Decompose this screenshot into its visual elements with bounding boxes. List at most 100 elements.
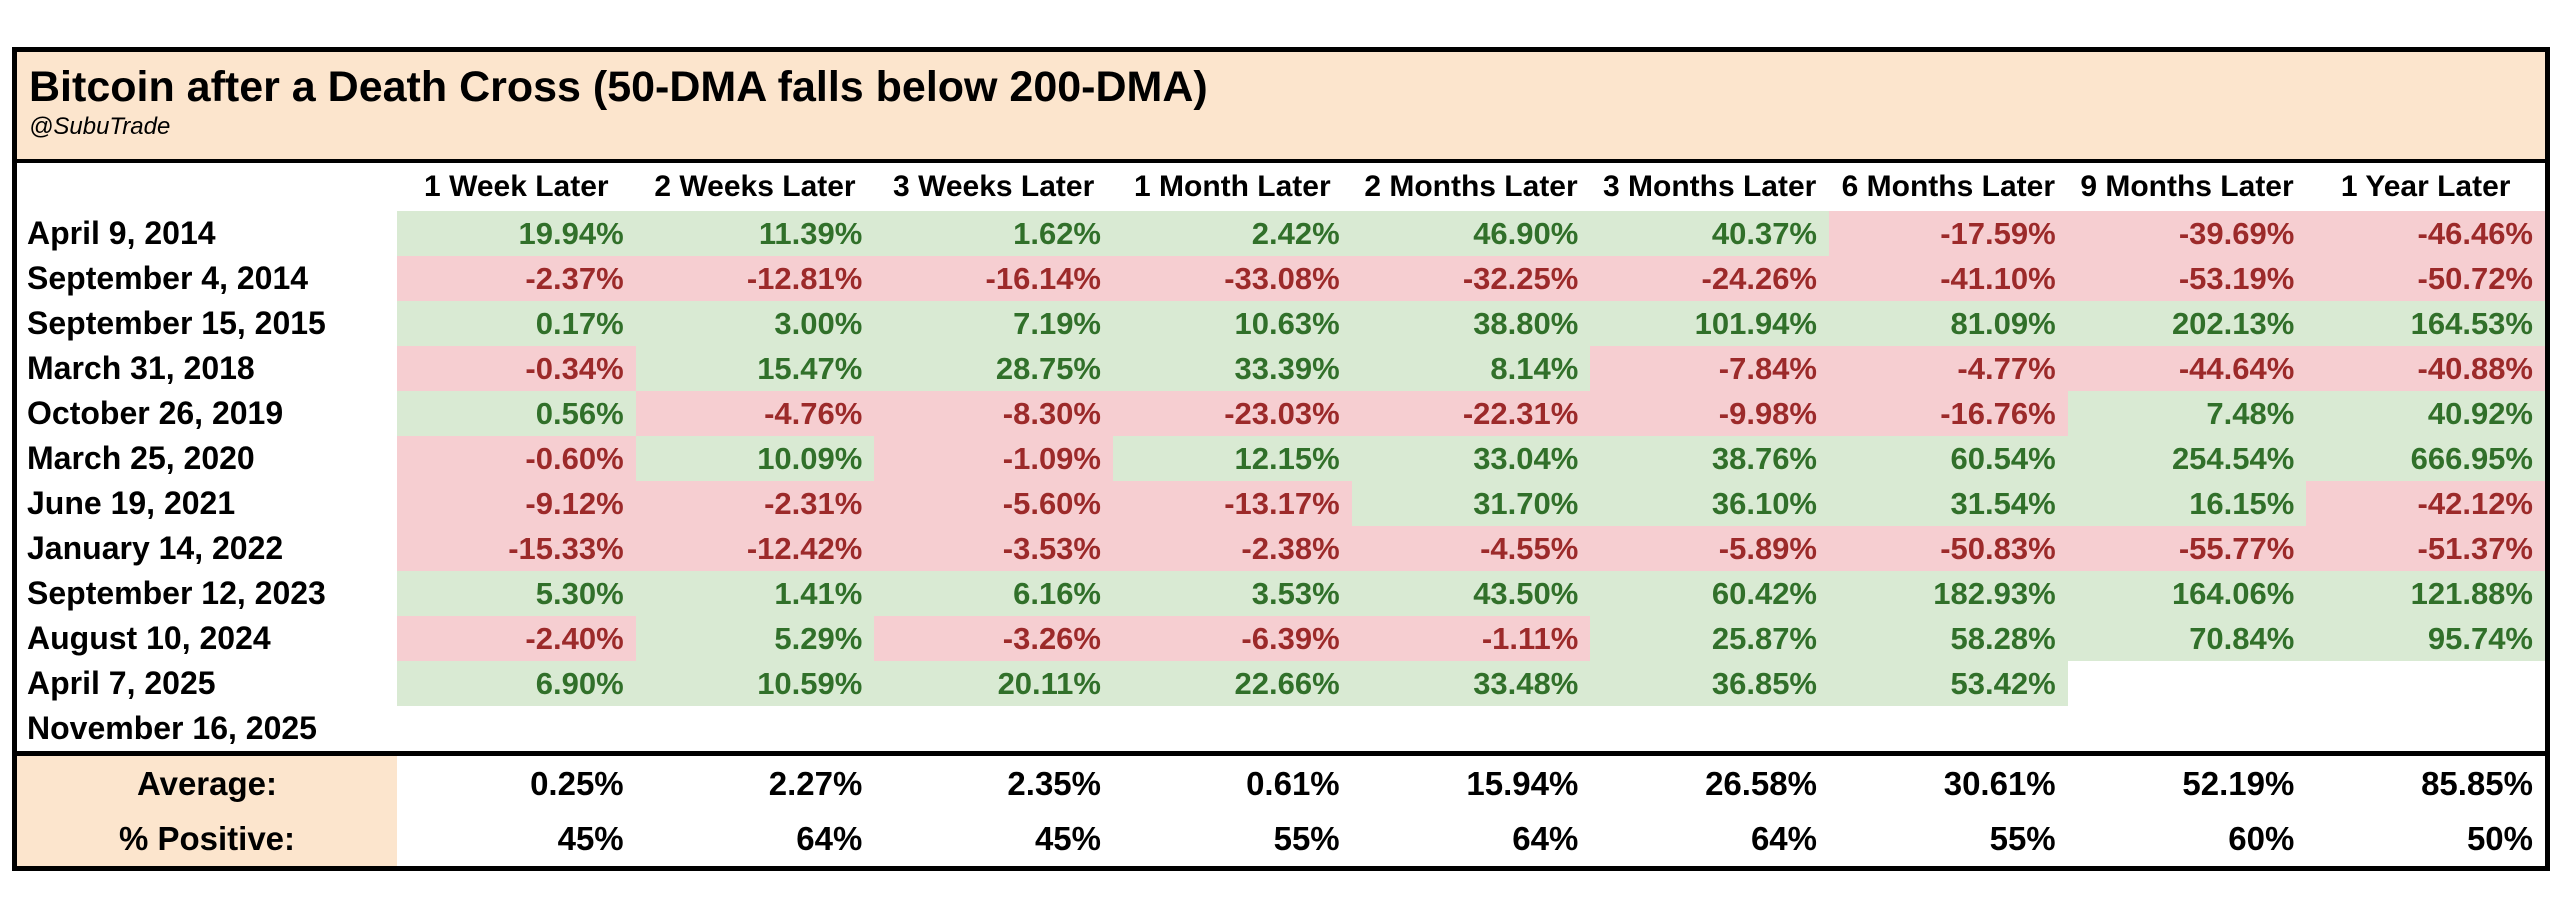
value-cell xyxy=(1829,706,2068,751)
value-cell: 2.42% xyxy=(1113,211,1352,256)
table-row: November 16, 2025 xyxy=(17,706,2545,751)
value-cell: 254.54% xyxy=(2067,436,2307,481)
table-row: March 31, 2018 -0.34% 15.47% 28.75% 33.39% 8.… xyxy=(17,346,2545,391)
value-cell: 12.15% xyxy=(1113,436,1352,481)
value-cell: -4.55% xyxy=(1351,526,1591,571)
value-cell: 202.13% xyxy=(2067,301,2307,346)
table-row: March 25, 2020 -0.60% 10.09% -1.09% 12.15% 33… xyxy=(17,436,2545,481)
average-label: Average: xyxy=(17,756,397,811)
value-cell: 31.54% xyxy=(1829,481,2068,526)
percent-positive-value: 64% xyxy=(1590,811,1829,866)
row-date: January 14, 2022 xyxy=(17,526,397,571)
percent-positive-value: 45% xyxy=(874,811,1113,866)
value-cell: -50.83% xyxy=(1829,526,2068,571)
row-date: April 7, 2025 xyxy=(17,661,397,706)
value-cell: -0.60% xyxy=(397,436,636,481)
row-date: August 10, 2024 xyxy=(17,616,397,661)
value-cell: 182.93% xyxy=(1829,571,2068,616)
value-cell: 10.59% xyxy=(635,661,875,706)
value-cell: -24.26% xyxy=(1590,256,1829,301)
table-title: Bitcoin after a Death Cross (50-DMA fall… xyxy=(29,63,1208,111)
percent-positive-value: 50% xyxy=(2306,811,2545,866)
value-cell xyxy=(1351,706,1591,751)
summary-section: Average: 0.25% 2.27% 2.35% 0.61% 15.94% 26.58… xyxy=(17,751,2545,866)
value-cell: 58.28% xyxy=(1829,616,2068,661)
value-cell: -1.11% xyxy=(1351,616,1591,661)
value-cell: -41.10% xyxy=(1829,256,2068,301)
value-cell: -0.34% xyxy=(397,346,636,391)
value-cell: 7.19% xyxy=(874,301,1113,346)
value-cell: -12.42% xyxy=(635,526,875,571)
value-cell: 40.92% xyxy=(2306,391,2545,436)
percent-positive-label: % Positive: xyxy=(17,811,397,866)
corner-cell xyxy=(17,163,397,211)
row-date: November 16, 2025 xyxy=(17,706,397,751)
title-bar: Bitcoin after a Death Cross (50-DMA fall… xyxy=(17,52,2545,163)
value-cell: -9.12% xyxy=(397,481,636,526)
table-row: September 15, 2015 0.17% 3.00% 7.19% 10.63% 3… xyxy=(17,301,2545,346)
value-cell xyxy=(1113,706,1352,751)
value-cell: -16.76% xyxy=(1829,391,2068,436)
value-cell: -2.37% xyxy=(397,256,636,301)
value-cell: -33.08% xyxy=(1113,256,1352,301)
column-header: 1 Month Later xyxy=(1133,170,1331,203)
value-cell: 22.66% xyxy=(1113,661,1352,706)
row-date: September 15, 2015 xyxy=(17,301,397,346)
average-value: 2.27% xyxy=(635,756,875,811)
value-cell: 3.00% xyxy=(635,301,875,346)
value-cell: -7.84% xyxy=(1590,346,1829,391)
average-row: Average: 0.25% 2.27% 2.35% 0.61% 15.94% 26.58… xyxy=(17,756,2545,811)
value-cell xyxy=(2067,706,2307,751)
column-header: 1 Week Later xyxy=(424,170,609,203)
value-cell: 164.06% xyxy=(2067,571,2307,616)
value-cell: 3.53% xyxy=(1113,571,1352,616)
value-cell xyxy=(397,706,636,751)
value-cell xyxy=(2067,661,2307,706)
value-cell: 5.29% xyxy=(635,616,875,661)
average-value: 15.94% xyxy=(1351,756,1591,811)
value-cell xyxy=(1590,706,1829,751)
value-cell: 60.54% xyxy=(1829,436,2068,481)
value-cell: 95.74% xyxy=(2306,616,2545,661)
table-row: August 10, 2024 -2.40% 5.29% -3.26% -6.39% -1… xyxy=(17,616,2545,661)
value-cell: -44.64% xyxy=(2067,346,2307,391)
value-cell: 121.88% xyxy=(2306,571,2545,616)
value-cell: -9.98% xyxy=(1590,391,1829,436)
value-cell: 28.75% xyxy=(874,346,1113,391)
value-cell: 1.62% xyxy=(874,211,1113,256)
value-cell: 6.90% xyxy=(397,661,636,706)
value-cell: -46.46% xyxy=(2306,211,2545,256)
value-cell: 0.56% xyxy=(397,391,636,436)
value-cell: -53.19% xyxy=(2067,256,2307,301)
value-cell: -1.09% xyxy=(874,436,1113,481)
table-row: January 14, 2022 -15.33% -12.42% -3.53% -2.3… xyxy=(17,526,2545,571)
value-cell: -22.31% xyxy=(1351,391,1591,436)
value-cell: -2.38% xyxy=(1113,526,1352,571)
value-cell xyxy=(874,706,1113,751)
value-cell: 8.14% xyxy=(1351,346,1591,391)
value-cell: -23.03% xyxy=(1113,391,1352,436)
value-cell: 31.70% xyxy=(1351,481,1591,526)
percent-positive-value: 45% xyxy=(397,811,636,866)
row-date: March 31, 2018 xyxy=(17,346,397,391)
table-row: October 26, 2019 0.56% -4.76% -8.30% -23.03%… xyxy=(17,391,2545,436)
percent-positive-row: % Positive: 45% 64% 45% 55% 64% 64% 55% 60% 50% xyxy=(17,811,2545,866)
value-cell: 36.10% xyxy=(1590,481,1829,526)
value-cell: -55.77% xyxy=(2067,526,2307,571)
death-cross-table: Bitcoin after a Death Cross (50-DMA fall… xyxy=(12,47,2550,871)
table-subtitle: @SubuTrade xyxy=(29,113,171,141)
value-cell: -50.72% xyxy=(2306,256,2545,301)
value-cell: 20.11% xyxy=(874,661,1113,706)
percent-positive-value: 55% xyxy=(1113,811,1352,866)
value-cell: 33.48% xyxy=(1351,661,1591,706)
table-row: September 12, 2023 5.30% 1.41% 6.16% 3.53% 43… xyxy=(17,571,2545,616)
value-cell: 11.39% xyxy=(635,211,875,256)
column-header: 1 Year Later xyxy=(2340,170,2511,203)
value-cell: -3.26% xyxy=(874,616,1113,661)
column-header: 3 Months Later xyxy=(1602,170,1817,203)
row-date: September 12, 2023 xyxy=(17,571,397,616)
value-cell: -40.88% xyxy=(2306,346,2545,391)
row-date: March 25, 2020 xyxy=(17,436,397,481)
row-date: September 4, 2014 xyxy=(17,256,397,301)
average-value: 0.25% xyxy=(397,756,636,811)
